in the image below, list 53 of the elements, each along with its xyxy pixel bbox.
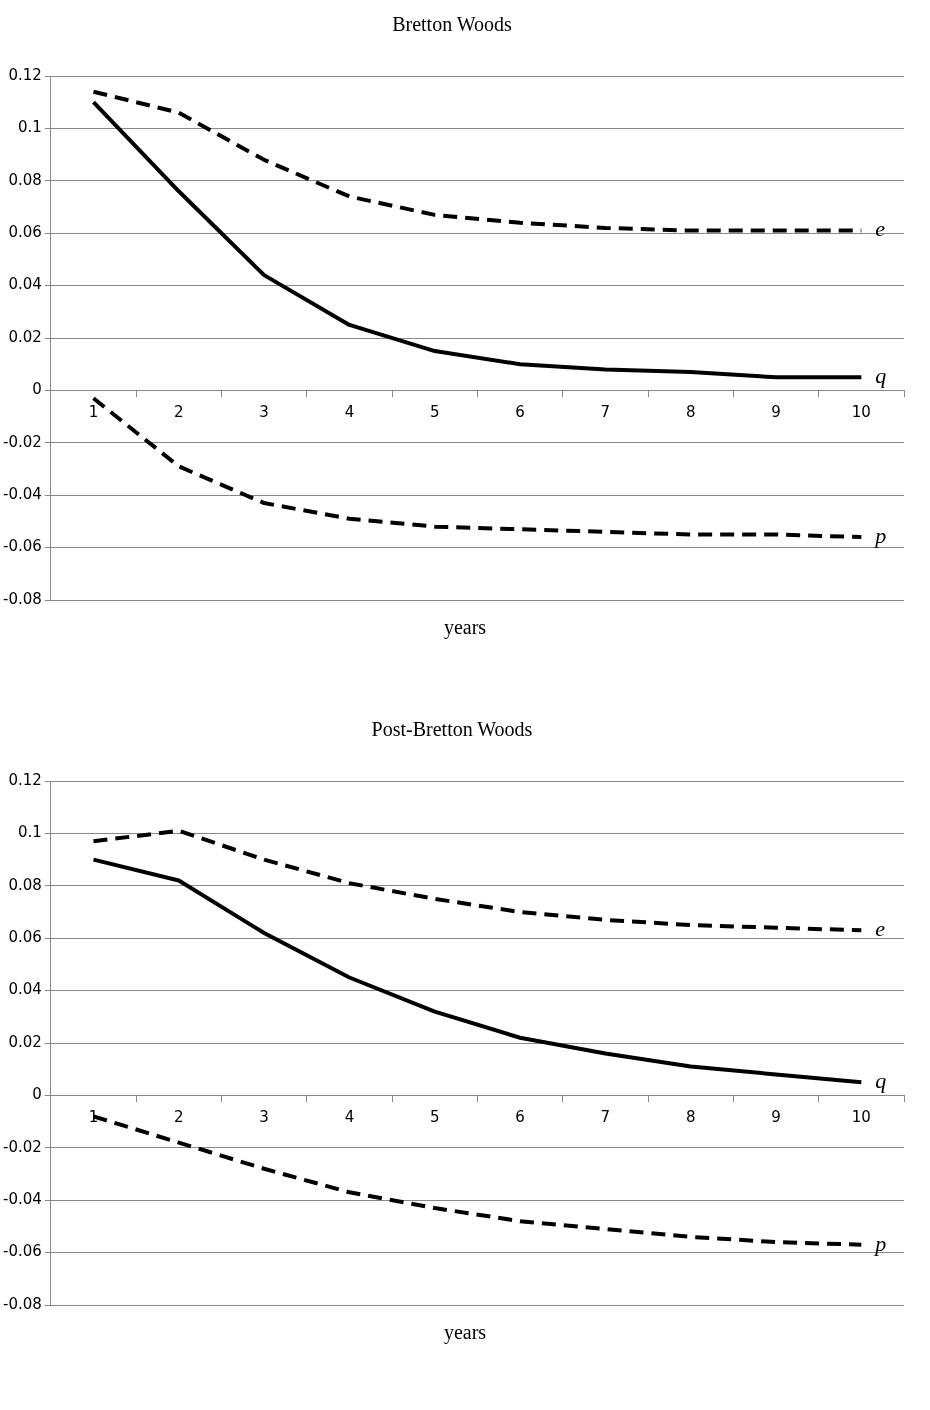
y-tick-label: -0.02 <box>3 1137 42 1156</box>
y-tick-label: 0.04 <box>8 275 42 294</box>
y-tick-label: 0.04 <box>8 980 42 999</box>
series-label: e <box>875 216 886 242</box>
x-tick-label: 4 <box>344 403 355 422</box>
x-tick-label: 9 <box>771 1108 781 1127</box>
y-tick-label: 0.06 <box>8 928 42 947</box>
series-label: p <box>873 1230 887 1256</box>
y-tick-label: -0.06 <box>3 1242 42 1261</box>
x-tick-label: 7 <box>600 1108 611 1127</box>
x-tick-label: 10 <box>851 403 871 422</box>
x-tick-label: 1 <box>88 403 99 422</box>
y-tick-label: 0 <box>32 1085 42 1104</box>
x-tick-label: 3 <box>259 403 269 422</box>
y-tick-label: 0 <box>32 380 42 399</box>
y-tick-label: 0.08 <box>8 170 42 189</box>
series-label: q <box>875 1068 887 1094</box>
y-tick-label: 0.02 <box>8 1032 42 1051</box>
x-tick-label: 5 <box>429 403 440 422</box>
x-tick-label: 8 <box>685 1108 696 1127</box>
x-tick-label: 4 <box>344 1108 355 1127</box>
x-axis-title: years <box>442 616 488 639</box>
x-tick-label: 2 <box>174 1108 184 1127</box>
y-tick-label: -0.04 <box>3 485 42 504</box>
x-tick-label: 8 <box>685 403 696 422</box>
x-tick-label: 10 <box>851 1108 871 1127</box>
y-tick-label: 0.1 <box>17 118 42 137</box>
x-tick-label: 6 <box>515 1108 525 1127</box>
y-tick-label: 0.06 <box>8 223 42 242</box>
y-tick-label: -0.04 <box>3 1190 42 1209</box>
y-tick-label: -0.08 <box>3 1294 42 1313</box>
y-tick-label: 0.12 <box>8 770 42 789</box>
chart-title: Bretton Woods <box>392 13 513 36</box>
x-tick-label: 7 <box>600 403 611 422</box>
x-axis-title: years <box>442 1321 488 1344</box>
y-tick-label: 0.1 <box>17 823 42 842</box>
x-tick-label: 3 <box>259 1108 269 1127</box>
x-tick-label: 9 <box>771 403 781 422</box>
series-label: p <box>873 522 887 548</box>
y-tick-label: -0.02 <box>3 432 42 451</box>
chart-title: Post-Bretton Woods <box>371 718 533 741</box>
y-tick-label: 0.12 <box>8 65 42 84</box>
y-tick-label: -0.06 <box>3 537 42 556</box>
y-tick-label: 0.02 <box>8 327 42 346</box>
x-tick-label: 6 <box>515 403 525 422</box>
line-series <box>91 828 864 933</box>
x-tick-label: 2 <box>174 403 184 422</box>
x-tick-label: 1 <box>88 1108 99 1127</box>
y-tick-label: -0.08 <box>3 589 42 608</box>
series-label: q <box>875 363 887 389</box>
series-label: e <box>875 916 886 942</box>
y-tick-label: 0.08 <box>8 875 42 894</box>
x-tick-label: 5 <box>429 1108 440 1127</box>
